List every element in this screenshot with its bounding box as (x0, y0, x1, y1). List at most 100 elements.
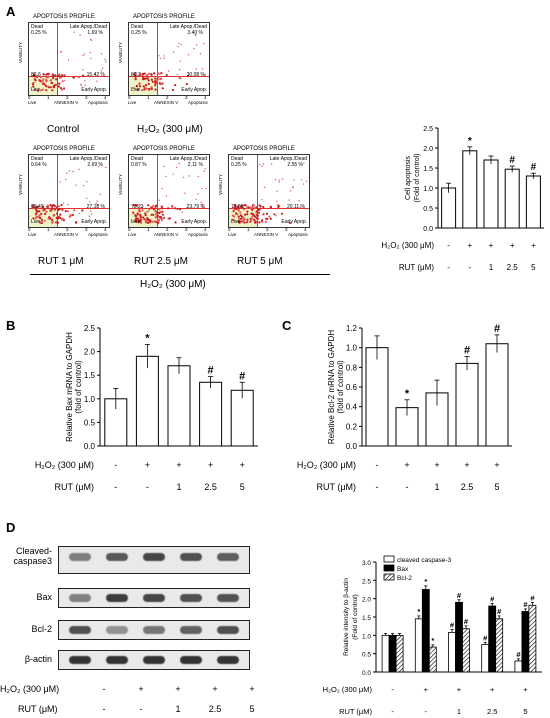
blot-band (143, 656, 165, 664)
event-dot (276, 190, 278, 192)
event-dot (266, 217, 269, 220)
event-dot (58, 82, 61, 85)
flow-plot: APOPTOSIS PROFILE VIABILITY Dead 0.25 % Late… (218, 146, 310, 237)
event-dot (160, 218, 164, 222)
event-dot (193, 47, 195, 50)
event-dot (154, 204, 158, 207)
event-dot (143, 72, 146, 75)
bar (428, 646, 437, 673)
event-dot (161, 210, 164, 213)
significance-mark: # (490, 594, 495, 603)
h2o2-value: + (510, 241, 515, 250)
event-dot (165, 195, 168, 197)
flow-plot-area: Dead 0.25 % Late Apop./Dead 3.40 % 66.2 Live 3… (128, 22, 210, 96)
x-tick-label: 0 (28, 227, 31, 232)
event-dot (145, 87, 148, 90)
event-dot (178, 42, 180, 45)
quadrant-live-label: Live (231, 219, 241, 225)
event-dot (80, 84, 83, 87)
blot-row-label: β-actin (24, 654, 52, 664)
event-dot (161, 213, 164, 216)
event-dot (105, 166, 107, 169)
bar (483, 159, 499, 229)
y-tick-label: 2.0 (84, 348, 96, 357)
event-dot (135, 84, 139, 87)
event-dot (66, 172, 68, 174)
y-axis-title: Relative Bax mRNA to GAPDH (65, 332, 74, 442)
event-dot (305, 180, 307, 182)
event-dot (40, 212, 43, 215)
event-dot (204, 74, 207, 76)
event-dot (270, 163, 273, 165)
event-dot (39, 76, 42, 79)
rut-value: - (425, 707, 428, 716)
event-dot (51, 81, 54, 85)
y-axis-label: VIABILITY (118, 173, 124, 196)
significance-mark: # (516, 650, 521, 659)
event-dot (144, 77, 147, 80)
blot-band (217, 656, 239, 664)
event-dot (303, 162, 305, 164)
event-dot (195, 34, 197, 37)
quadrant-late-label: Late Apop./Dead (269, 156, 307, 162)
event-dot (195, 44, 198, 46)
event-dot (60, 50, 63, 52)
event-dot (84, 84, 86, 87)
y-tick-label: 1.0 (84, 395, 96, 404)
event-dot (95, 202, 97, 205)
event-dot (197, 175, 200, 178)
rut-value: 5 (494, 482, 499, 492)
event-dot (45, 89, 48, 92)
event-dot (168, 70, 170, 72)
event-dot (82, 185, 85, 187)
quadrant-early-value: 20.11 % (287, 204, 305, 210)
event-dot (142, 78, 145, 81)
rut-value: - (447, 263, 450, 272)
event-dot (159, 73, 161, 75)
event-dot (90, 39, 93, 41)
event-dot (90, 57, 92, 60)
event-dot (146, 210, 149, 213)
h2o2-value: + (404, 460, 409, 470)
h2o2-value: + (138, 684, 144, 694)
event-dot (232, 210, 235, 213)
h2o2-value: - (102, 684, 106, 694)
event-dot (250, 212, 253, 215)
event-dot (237, 220, 240, 223)
y-tick-label: 0.4 (346, 403, 358, 412)
x-apoptosis-label: Apoptosis (288, 232, 308, 237)
event-dot (52, 214, 55, 217)
quadrant-late-value: 1.69 % (87, 30, 103, 36)
event-dot (151, 220, 154, 223)
h2o2-row-label: H₂O₂ (300 μM) (35, 460, 94, 470)
blot-band (69, 626, 91, 634)
horizontal-gate-line (29, 76, 109, 77)
blot-strip (58, 546, 250, 574)
blot-band (106, 656, 128, 664)
event-dot (299, 206, 301, 209)
x-live-label: Live (128, 100, 137, 105)
event-dot (261, 165, 263, 167)
quadrant-late-value: 3.40 % (187, 30, 203, 36)
quadrant-dead-value: 0.25 % (31, 30, 47, 36)
event-dot (46, 72, 49, 75)
flow-caption: H₂O₂ (300 μM) (137, 124, 203, 135)
x-tick-label: 1 (47, 95, 50, 100)
event-dot (233, 204, 236, 207)
event-dot (274, 178, 277, 181)
bar (441, 187, 457, 229)
event-dot (136, 214, 139, 217)
cell-apoptosis-chart: 0.0 0.5 1.0 1.5 2.0 2.5 Cell apoptosis (Fold of… (381, 126, 544, 272)
event-dot (201, 203, 204, 206)
event-dot (31, 83, 35, 86)
event-dot (242, 207, 246, 210)
event-dot (41, 220, 44, 223)
event-dot (276, 200, 278, 202)
rut-value: 1 (176, 482, 181, 492)
quadrant-dead-label: Dead (31, 156, 43, 162)
event-dot (75, 184, 77, 186)
event-dot (176, 73, 179, 76)
y-tick-label: 1.5 (362, 615, 371, 622)
x-tick-label: 2 (166, 227, 169, 232)
x-tick-label: 4 (204, 95, 207, 100)
